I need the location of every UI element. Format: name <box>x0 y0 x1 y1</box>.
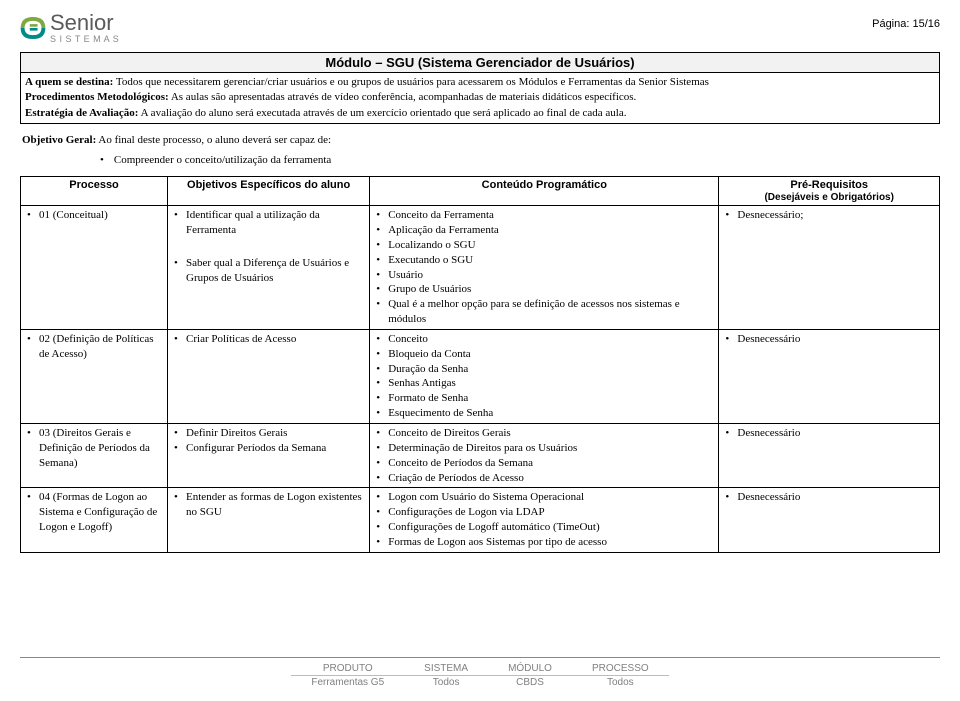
footer-v-produto: Ferramentas G5 <box>291 676 404 690</box>
info-estrat: Estratégia de Avaliação: A avaliação do … <box>25 106 935 121</box>
footer-h-produto: PRODUTO <box>291 662 404 676</box>
logo-icon <box>20 15 46 41</box>
cont-item: Logon com Usuário do Sistema Operacional <box>376 490 714 505</box>
cont-item: Aplicação da Ferramenta <box>376 223 714 238</box>
cell-processo: 01 (Conceitual) <box>21 206 168 330</box>
footer-v-processo: Todos <box>572 676 669 690</box>
footer-h-modulo: MÓDULO <box>488 662 572 676</box>
obj-item: Entender as formas de Logon existentes n… <box>174 490 365 520</box>
cell-processo: 02 (Definição de Políticas de Acesso) <box>21 329 168 423</box>
footer-h-processo: PROCESSO <box>572 662 669 676</box>
cont-item: Conceito da Ferramenta <box>376 208 714 223</box>
obj-item: Saber qual a Diferença de Usuários e Gru… <box>174 256 365 286</box>
cont-item: Formato de Senha <box>376 391 714 406</box>
cont-item: Configurações de Logon via LDAP <box>376 505 714 520</box>
page-header: Senior S I S T E M A S Página: 15/16 <box>20 12 940 44</box>
cont-item: Senhas Antigas <box>376 376 714 391</box>
logo: Senior S I S T E M A S <box>20 12 119 44</box>
table-row: 04 (Formas de Logon ao Sistema e Configu… <box>21 488 940 552</box>
table-row: 03 (Direitos Gerais e Definição de Perío… <box>21 423 940 487</box>
obj-item: Configurar Períodos da Semana <box>174 441 365 456</box>
th-prerequisitos: Pré-Requisitos (Desejáveis e Obrigatório… <box>719 177 940 206</box>
footer-v-modulo: CBDS <box>488 676 572 690</box>
cont-item: Conceito de Direitos Gerais <box>376 426 714 441</box>
footer-v-sistema: Todos <box>404 676 488 690</box>
cell-objetivos: Entender as formas de Logon existentes n… <box>168 488 370 552</box>
cont-item: Conceito <box>376 332 714 347</box>
cell-prerequisitos: Desnecessário <box>719 423 940 487</box>
cont-item: Criação de Períodos de Acesso <box>376 471 714 486</box>
obj-item: Criar Políticas de Acesso <box>174 332 365 347</box>
cell-objetivos: Identificar qual a utilização da Ferrame… <box>168 206 370 330</box>
info-proced: Procedimentos Metodológicos: As aulas sã… <box>25 90 935 105</box>
cont-item: Grupo de Usuários <box>376 282 714 297</box>
page-footer: PRODUTO SISTEMA MÓDULO PROCESSO Ferramen… <box>20 657 940 689</box>
cont-item: Qual é a melhor opção para se definição … <box>376 297 714 327</box>
cont-item: Esquecimento de Senha <box>376 406 714 421</box>
cell-processo: 04 (Formas de Logon ao Sistema e Configu… <box>21 488 168 552</box>
footer-table: PRODUTO SISTEMA MÓDULO PROCESSO Ferramen… <box>291 662 668 689</box>
cell-objetivos: Criar Políticas de Acesso <box>168 329 370 423</box>
cont-item: Formas de Logon aos Sistemas por tipo de… <box>376 535 714 550</box>
obj-item: Definir Direitos Gerais <box>174 426 365 441</box>
cell-prerequisitos: Desnecessário <box>719 329 940 423</box>
logo-brand: Senior <box>50 12 119 34</box>
cont-item: Usuário <box>376 268 714 283</box>
th-processo: Processo <box>21 177 168 206</box>
cont-item: Determinação de Direitos para os Usuário… <box>376 441 714 456</box>
info-proced-text: As aulas são apresentadas através de víd… <box>169 91 637 103</box>
table-row: 01 (Conceitual) Identificar qual a utiliz… <box>21 206 940 330</box>
info-box: A quem se destina: Todos que necessitare… <box>20 73 940 124</box>
cont-item: Localizando o SGU <box>376 238 714 253</box>
curriculum-table: Processo Objetivos Específicos do aluno … <box>20 176 940 553</box>
table-row: 02 (Definição de Políticas de Acesso) Cri… <box>21 329 940 423</box>
cell-conteudo: Logon com Usuário do Sistema Operacional… <box>370 488 719 552</box>
objetivo-bullet: Compreender o conceito/utilização da fer… <box>100 154 940 166</box>
proc-item: 03 (Direitos Gerais e Definição de Perío… <box>27 426 163 471</box>
obj-item: Identificar qual a utilização da Ferrame… <box>174 208 365 238</box>
cell-conteudo: Conceito de Direitos GeraisDeterminação … <box>370 423 719 487</box>
cell-processo: 03 (Direitos Gerais e Definição de Perío… <box>21 423 168 487</box>
cont-item: Configurações de Logoff automático (Time… <box>376 520 714 535</box>
logo-subtext: S I S T E M A S <box>50 34 119 44</box>
proc-item: 02 (Definição de Políticas de Acesso) <box>27 332 163 362</box>
pre-item: Desnecessário <box>725 426 935 441</box>
proc-item: 04 (Formas de Logon ao Sistema e Configu… <box>27 490 163 535</box>
cont-item: Conceito de Períodos da Semana <box>376 456 714 471</box>
cell-conteudo: Conceito da FerramentaAplicação da Ferra… <box>370 206 719 330</box>
page-number: Página: 15/16 <box>872 18 940 30</box>
cell-conteudo: ConceitoBloqueio da ContaDuração da Senh… <box>370 329 719 423</box>
objetivo-geral-label: Objetivo Geral: <box>22 134 96 146</box>
th-objetivos: Objetivos Específicos do aluno <box>168 177 370 206</box>
info-estrat-text: A avaliação do aluno será executada atra… <box>138 107 626 119</box>
th-pre-main: Pré-Requisitos <box>790 179 868 191</box>
th-conteudo: Conteúdo Programático <box>370 177 719 206</box>
module-title: Módulo – SGU (Sistema Gerenciador de Usu… <box>20 52 940 73</box>
th-pre-sub: (Desejáveis e Obrigatórios) <box>764 192 894 203</box>
pre-item: Desnecessário; <box>725 208 935 223</box>
proc-item: 01 (Conceitual) <box>27 208 163 223</box>
cont-item: Bloqueio da Conta <box>376 347 714 362</box>
info-destina: A quem se destina: Todos que necessitare… <box>25 75 935 90</box>
footer-h-sistema: SISTEMA <box>404 662 488 676</box>
objetivo-geral-text: Ao final deste processo, o aluno deverá … <box>96 134 331 146</box>
cont-item: Duração da Senha <box>376 362 714 377</box>
objetivo-geral: Objetivo Geral: Ao final deste processo,… <box>22 134 940 146</box>
cell-prerequisitos: Desnecessário; <box>719 206 940 330</box>
info-destina-text: Todos que necessitarem gerenciar/criar u… <box>113 76 709 88</box>
cell-prerequisitos: Desnecessário <box>719 488 940 552</box>
info-proced-label: Procedimentos Metodológicos: <box>25 91 169 103</box>
pre-item: Desnecessário <box>725 490 935 505</box>
cont-item: Executando o SGU <box>376 253 714 268</box>
info-destina-label: A quem se destina: <box>25 76 113 88</box>
info-estrat-label: Estratégia de Avaliação: <box>25 107 138 119</box>
cell-objetivos: Definir Direitos GeraisConfigurar Períod… <box>168 423 370 487</box>
pre-item: Desnecessário <box>725 332 935 347</box>
